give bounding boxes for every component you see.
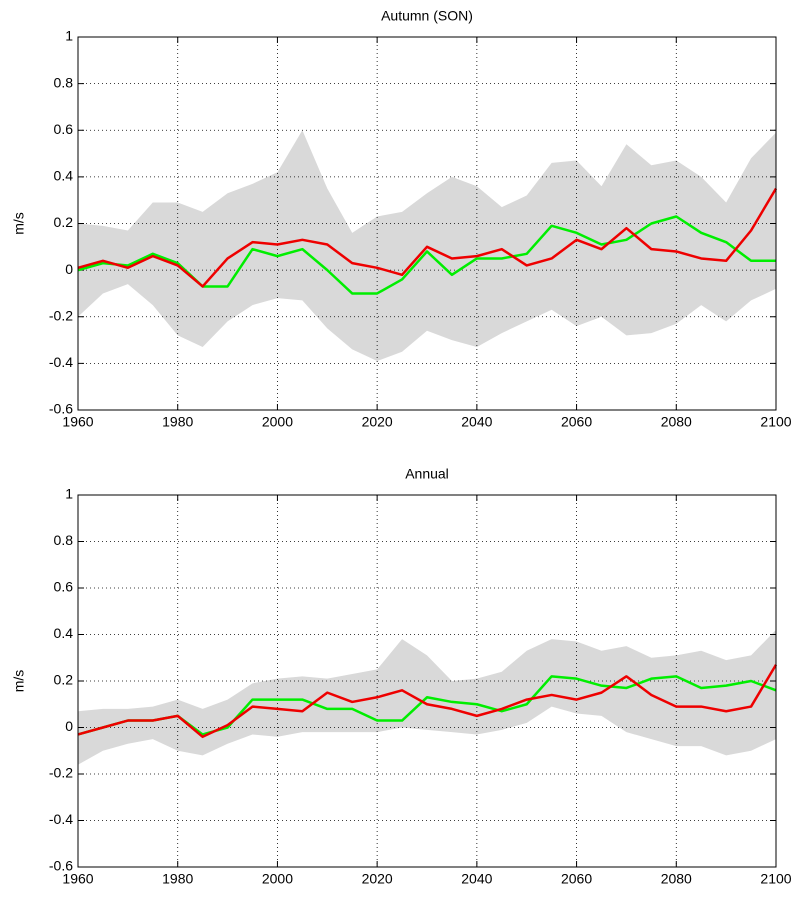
y-tick-label: 0.2 <box>54 214 74 230</box>
y-tick-label: 0.8 <box>54 74 74 90</box>
y-tick-label: 0.8 <box>54 532 74 548</box>
x-tick-label: 2100 <box>760 414 791 430</box>
y-tick-label: -0.4 <box>49 354 73 370</box>
data-line <box>77 664 778 739</box>
x-tick-label: 1960 <box>62 871 93 887</box>
y-tick-label: -0.2 <box>49 765 73 781</box>
y-tick-label: 1 <box>65 486 73 502</box>
x-tick-label: 2080 <box>661 414 692 430</box>
x-tick-label: 1980 <box>162 414 193 430</box>
y-tick-label: 0.6 <box>54 121 74 137</box>
y-tick-label: 0 <box>65 261 73 277</box>
y-tick-label: 1 <box>65 28 73 44</box>
x-tick-label: 2060 <box>561 871 592 887</box>
x-tick-label: 2100 <box>760 871 791 887</box>
y-axis-label: m/s <box>11 212 27 235</box>
x-tick-label: 2000 <box>262 414 293 430</box>
y-tick-label: 0.4 <box>54 168 74 184</box>
y-tick-label: -0.2 <box>49 307 73 323</box>
chart-title: Annual <box>405 466 449 482</box>
x-tick-label: 2080 <box>661 871 692 887</box>
x-tick-label: 2000 <box>262 871 293 887</box>
chart-title: Autumn (SON) <box>381 8 473 24</box>
x-tick-label: 2060 <box>561 414 592 430</box>
y-axis-label: m/s <box>11 670 27 693</box>
x-tick-label: 1980 <box>162 871 193 887</box>
x-tick-label: 2020 <box>362 871 393 887</box>
x-tick-label: 2040 <box>461 414 492 430</box>
y-tick-label: 0.2 <box>54 672 74 688</box>
data-line <box>77 187 778 288</box>
y-tick-label: 0 <box>65 718 73 734</box>
y-tick-label: 0.6 <box>54 579 74 595</box>
x-tick-label: 2020 <box>362 414 393 430</box>
x-tick-label: 1960 <box>62 414 93 430</box>
y-tick-label: -0.4 <box>49 811 73 827</box>
x-tick-label: 2040 <box>461 871 492 887</box>
y-tick-label: -0.6 <box>49 858 73 874</box>
y-tick-label: 0.4 <box>54 625 74 641</box>
y-tick-label: -0.6 <box>49 401 73 417</box>
axes-box <box>77 36 777 411</box>
axes-box <box>77 494 777 868</box>
